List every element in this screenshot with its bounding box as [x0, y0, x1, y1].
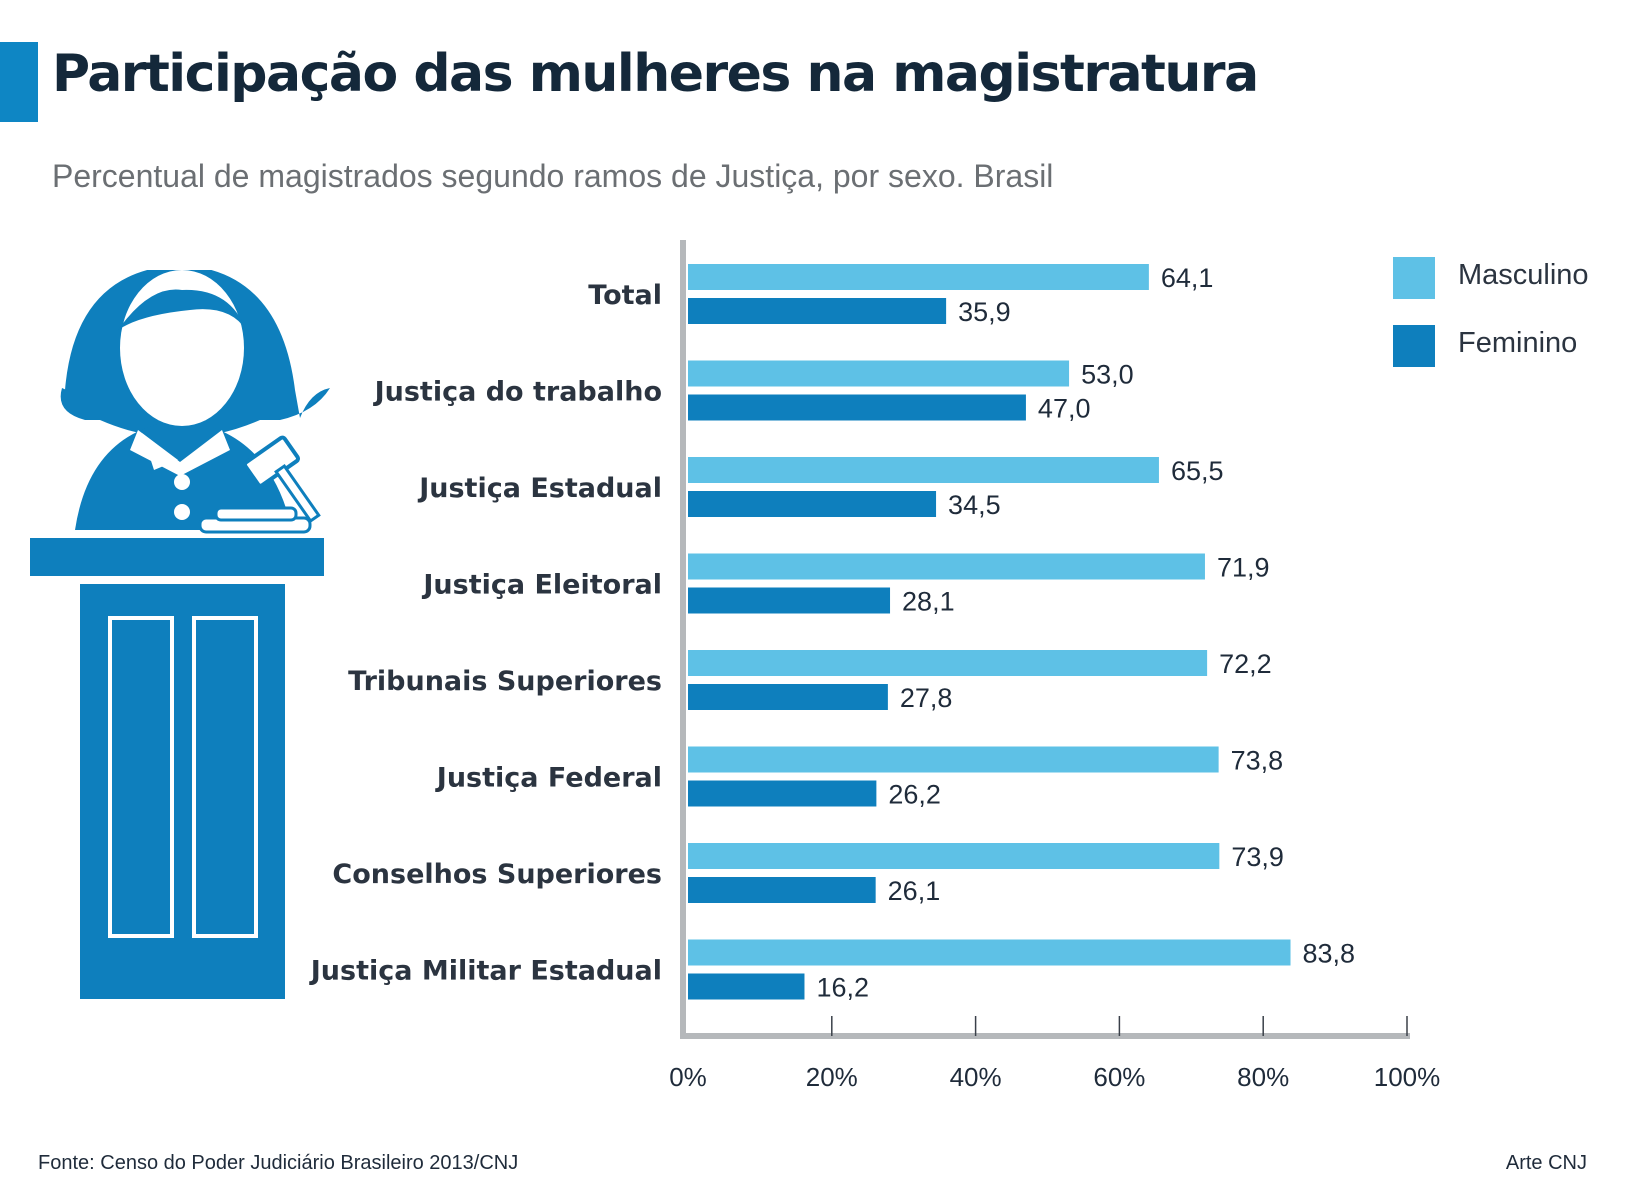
- value-label-masculino: 72,2: [1219, 649, 1272, 679]
- value-label-feminino: 35,9: [958, 297, 1011, 327]
- value-label-feminino: 26,1: [888, 876, 941, 906]
- bar-feminino: [688, 973, 805, 1000]
- category-label: Justiça Estadual: [417, 473, 662, 504]
- bar-feminino: [688, 684, 888, 710]
- bar-masculino: [688, 264, 1149, 290]
- value-label-feminino: 34,5: [948, 490, 1001, 520]
- bar-masculino: [688, 650, 1208, 676]
- category-label: Conselhos Superiores: [332, 859, 662, 890]
- bar-masculino: [688, 457, 1159, 483]
- x-tick-label: 40%: [950, 1062, 1002, 1092]
- value-label-masculino: 73,9: [1231, 842, 1284, 872]
- title-accent-bar: [0, 42, 38, 122]
- category-label: Justiça Militar Estadual: [309, 956, 662, 987]
- x-tick-label: 0%: [669, 1062, 707, 1092]
- value-label-feminino: 28,1: [902, 587, 955, 617]
- bar-masculino: [688, 843, 1220, 869]
- bar-feminino: [688, 780, 877, 807]
- source-note: Fonte: Censo do Poder Judiciário Brasile…: [38, 1152, 519, 1174]
- x-tick-label: 100%: [1374, 1062, 1441, 1092]
- judge-at-podium-icon: [30, 270, 330, 999]
- value-label-feminino: 27,8: [900, 683, 953, 713]
- chart-title: Participação das mulheres na magistratur…: [52, 44, 1259, 104]
- category-label: Tribunais Superiores: [348, 666, 662, 697]
- x-tick-label: 20%: [806, 1062, 858, 1092]
- value-label-masculino: 64,1: [1161, 263, 1214, 293]
- value-label-feminino: 26,2: [888, 780, 941, 810]
- value-label-masculino: 65,5: [1171, 456, 1224, 486]
- bar-feminino: [688, 877, 876, 903]
- category-label: Justiça Eleitoral: [421, 570, 662, 601]
- x-tick-label: 80%: [1237, 1062, 1289, 1092]
- value-label-masculino: 71,9: [1217, 553, 1270, 583]
- legend-swatch-feminino: [1393, 325, 1435, 367]
- credit-note: Arte CNJ: [1505, 1152, 1587, 1174]
- legend-swatch-masculino: [1393, 257, 1435, 299]
- value-label-masculino: 83,8: [1303, 939, 1356, 969]
- value-label-masculino: 53,0: [1081, 360, 1134, 390]
- bar-feminino: [688, 587, 891, 614]
- x-tick-label: 60%: [1093, 1062, 1145, 1092]
- bar-masculino: [688, 746, 1219, 773]
- value-label-masculino: 73,8: [1231, 746, 1284, 776]
- bar-masculino: [688, 939, 1291, 966]
- bar-feminino: [688, 491, 937, 517]
- chart-subtitle: Percentual de magistrados segundo ramos …: [52, 158, 1054, 194]
- bar-feminino: [688, 394, 1026, 421]
- category-label: Justiça do trabalho: [373, 377, 662, 408]
- bar-masculino: [688, 360, 1070, 387]
- category-label: Justiça Federal: [435, 763, 662, 794]
- value-label-feminino: 16,2: [816, 973, 869, 1003]
- legend-label-feminino: Feminino: [1458, 327, 1578, 359]
- legend-label-masculino: Masculino: [1458, 259, 1589, 291]
- bar-feminino: [688, 298, 947, 324]
- bar-masculino: [688, 553, 1205, 580]
- category-label: Total: [588, 280, 662, 311]
- value-label-feminino: 47,0: [1038, 394, 1091, 424]
